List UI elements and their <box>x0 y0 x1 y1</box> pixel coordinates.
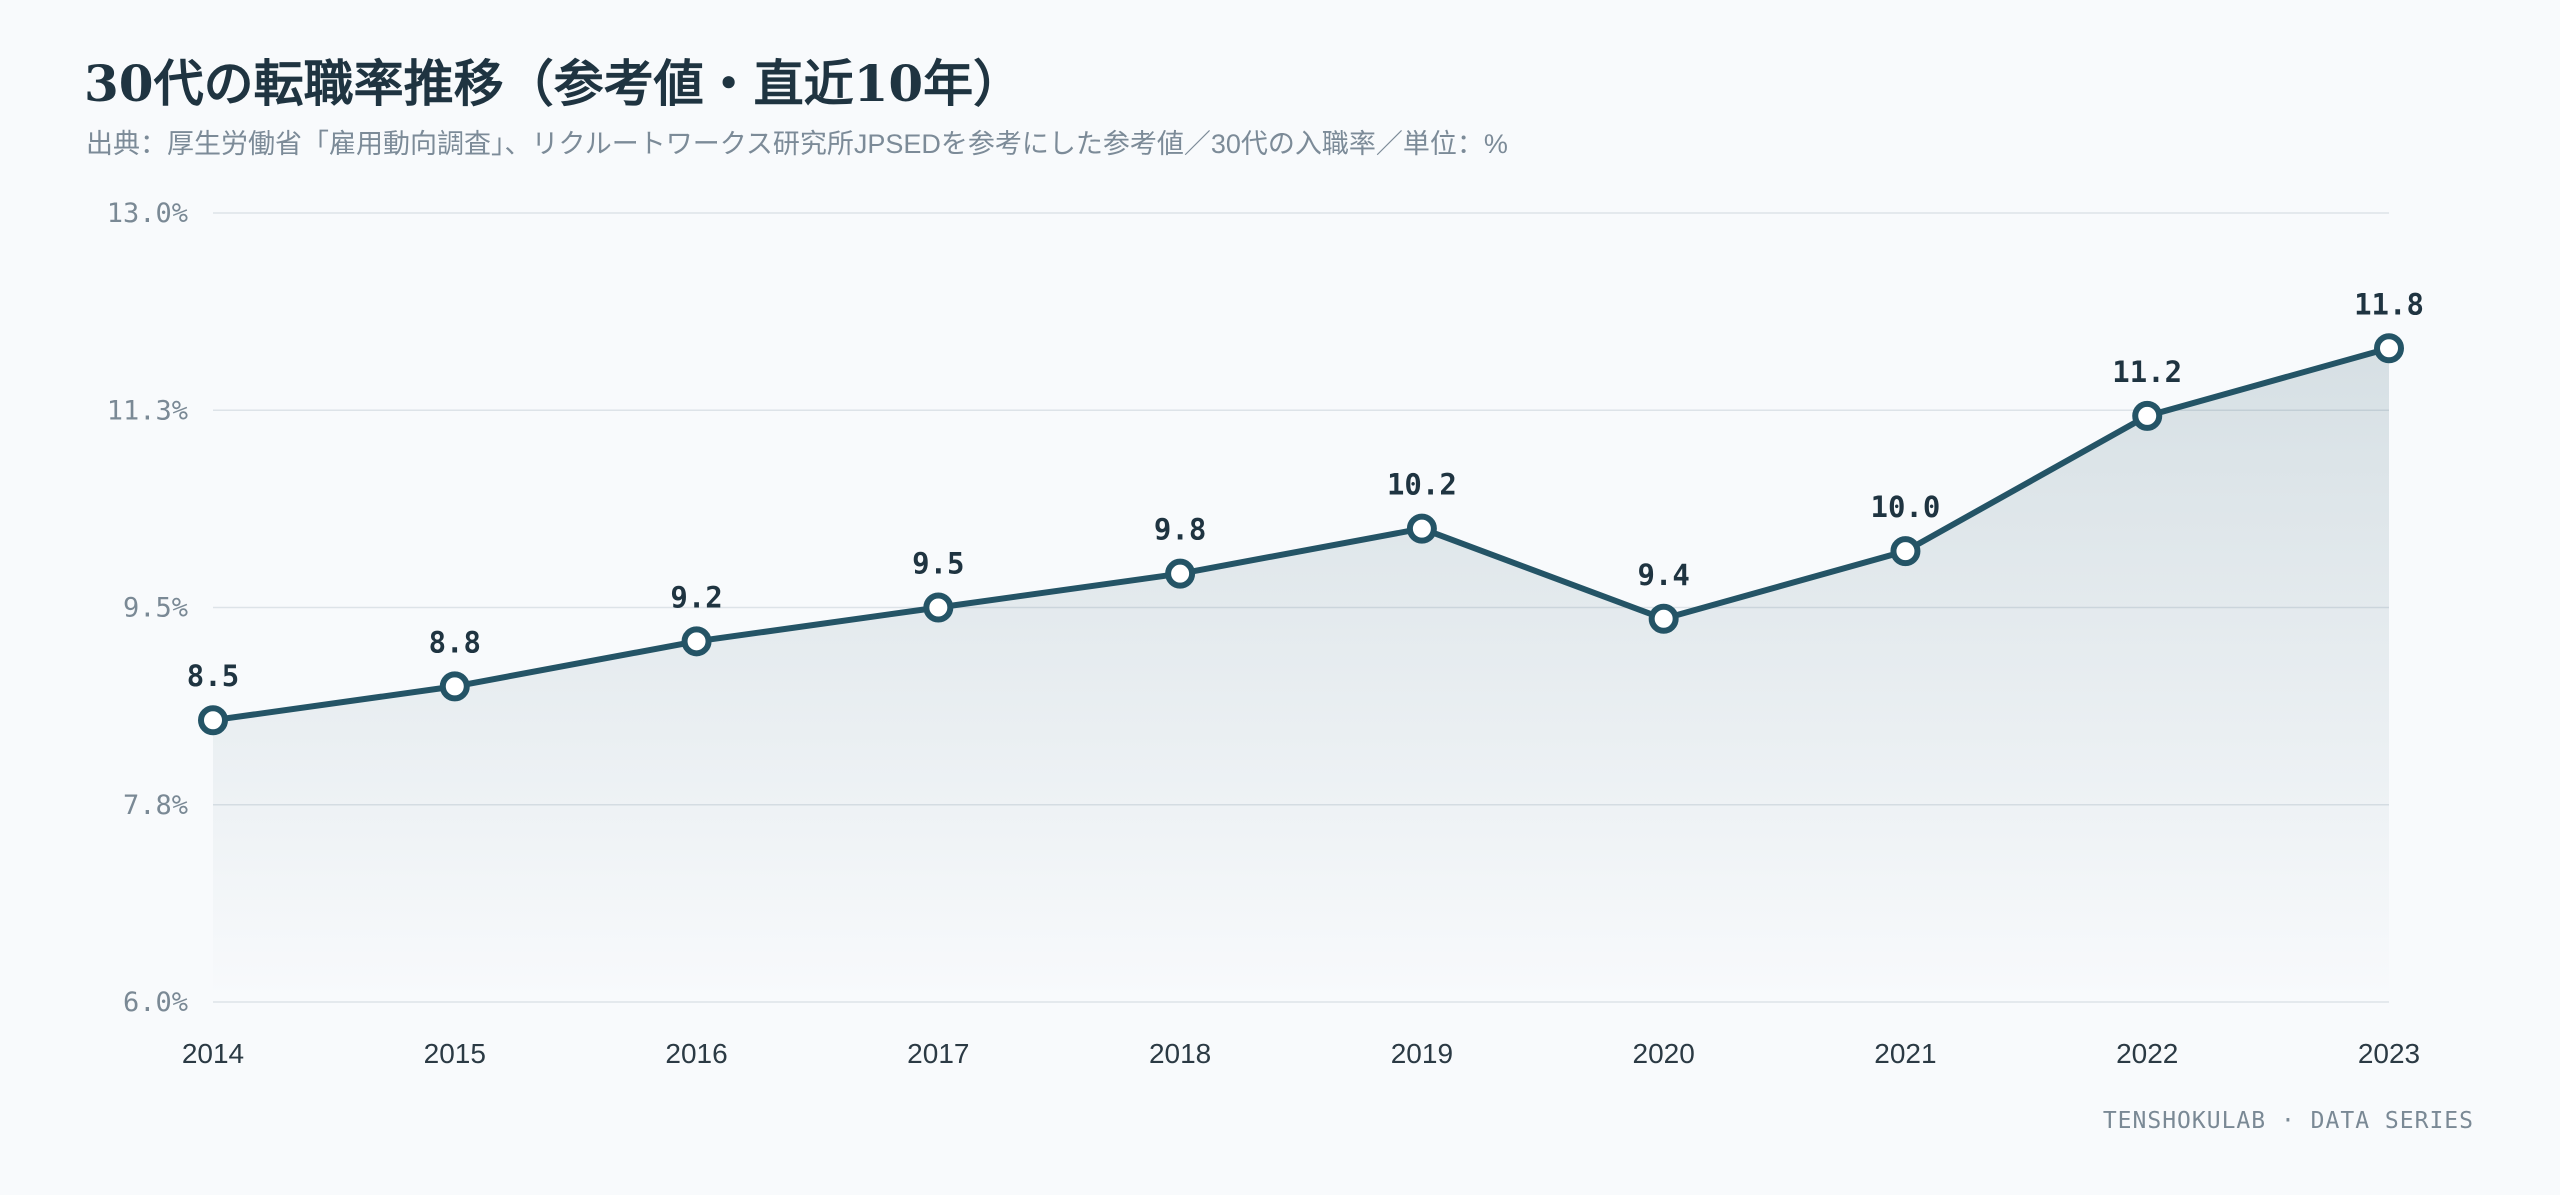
x-tick-label-2018: 2018 <box>1149 1038 1211 1069</box>
data-label-layer: 8.5 8.8 9.2 9.5 9.8 10.2 9.4 10.0 11.2 11.8 <box>187 287 2424 693</box>
marker-layer <box>198 333 2404 736</box>
x-tick-label-2017: 2017 <box>907 1038 969 1069</box>
y-tick-label-1: 7.8% <box>123 790 188 821</box>
x-axis: 2014 2015 2016 2017 2018 2019 2020 2021 2022 2023 <box>182 1038 2420 1069</box>
data-label-2017: 9.5 <box>912 547 964 581</box>
x-tick-label-2015: 2015 <box>424 1038 486 1069</box>
x-tick-label-2014: 2014 <box>182 1038 244 1069</box>
data-point-2021 <box>1890 536 1921 567</box>
data-point-2015 <box>439 671 470 702</box>
y-tick-label-0: 6.0% <box>123 987 188 1018</box>
data-label-2015: 8.8 <box>429 625 481 659</box>
x-tick-label-2016: 2016 <box>665 1038 727 1069</box>
series-line-layer <box>210 345 2392 724</box>
x-tick-label-2022: 2022 <box>2116 1038 2178 1069</box>
data-label-2019: 10.2 <box>1387 468 1457 502</box>
data-point-2022 <box>2132 400 2163 431</box>
data-point-2023 <box>2374 333 2404 364</box>
y-tick-label-4: 13.0% <box>107 198 188 229</box>
footer-credit: TENSHOKULAB · DATA SERIES <box>2102 1108 2474 1134</box>
data-point-2014 <box>198 705 228 736</box>
area-fill-layer <box>213 348 2389 1002</box>
data-point-2017 <box>923 592 954 623</box>
data-point-2020 <box>1648 603 1679 634</box>
data-label-2018: 9.8 <box>1154 513 1206 547</box>
y-tick-label-3: 11.3% <box>107 395 188 426</box>
data-point-2016 <box>681 626 712 657</box>
data-label-2023: 11.8 <box>2354 287 2424 321</box>
x-tick-label-2019: 2019 <box>1391 1038 1453 1069</box>
data-point-2018 <box>1165 558 1196 589</box>
data-label-2014: 8.5 <box>187 659 239 693</box>
y-tick-label-2: 9.5% <box>123 593 188 624</box>
x-tick-label-2023: 2023 <box>2358 1038 2420 1069</box>
chart-title: 30代の転職率推移（参考値・直近10年） <box>84 54 1024 113</box>
series-line <box>210 345 2392 724</box>
data-label-2021: 10.0 <box>1871 490 1941 524</box>
data-label-2016: 9.2 <box>670 580 722 614</box>
area-fill <box>213 348 2389 1002</box>
data-point-2019 <box>1406 513 1437 544</box>
data-label-2022: 11.2 <box>2112 355 2182 389</box>
y-axis: 6.0% 7.8% 9.5% 11.3% 13.0% <box>107 198 188 1018</box>
chart-subtitle: 出典：厚生労働省「雇用動向調査」、リクルートワークス研究所JPSEDを参考にした… <box>86 129 1508 159</box>
x-tick-label-2021: 2021 <box>1874 1038 1936 1069</box>
data-label-2020: 9.4 <box>1637 558 1689 592</box>
x-tick-label-2020: 2020 <box>1633 1038 1695 1069</box>
